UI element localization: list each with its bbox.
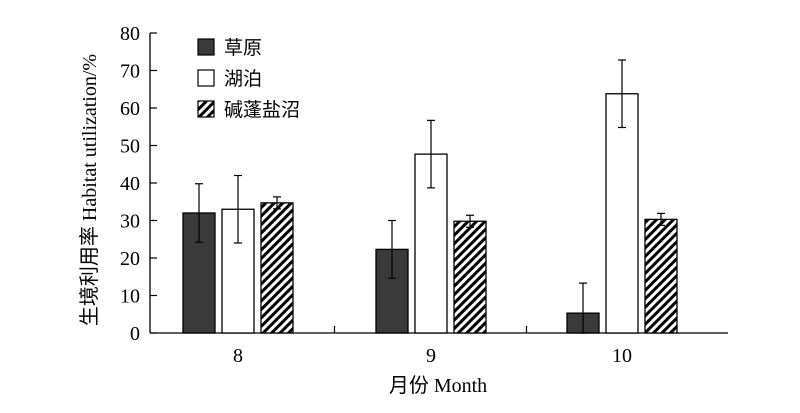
x-axis-label: 月份 Month (389, 374, 487, 397)
legend-swatch (197, 69, 215, 87)
y-tick-label: 10 (120, 286, 140, 308)
y-axis-label: 生境利用率 Habitat utilization/% (78, 54, 101, 326)
x-tick-label: 10 (612, 345, 632, 367)
error-bars (195, 59, 665, 334)
y-tick-label: 80 (120, 23, 140, 45)
bar (644, 218, 678, 334)
bar (260, 202, 294, 334)
bar (453, 220, 487, 334)
y-tick-label: 0 (130, 323, 140, 345)
y-tick-label: 30 (120, 211, 140, 233)
y-tick-label: 50 (120, 136, 140, 158)
y-tick-label: 20 (120, 248, 140, 270)
legend-label: 湖泊 (224, 68, 262, 90)
bar (605, 93, 639, 334)
legend-swatch (197, 38, 215, 56)
y-tick-label: 40 (120, 173, 140, 195)
x-tick-label: 9 (426, 345, 436, 367)
legend-swatch (197, 100, 215, 118)
x-tick-label: 8 (233, 345, 243, 367)
legend-label: 草原 (224, 37, 262, 59)
y-tick-label: 60 (120, 98, 140, 120)
axes: 0 10 20 30 40 50 60 70 80 8 9 10 (120, 23, 728, 367)
y-tick-label: 70 (120, 61, 140, 83)
bars (182, 93, 678, 334)
legend-label: 碱蓬盐沼 (224, 99, 300, 121)
